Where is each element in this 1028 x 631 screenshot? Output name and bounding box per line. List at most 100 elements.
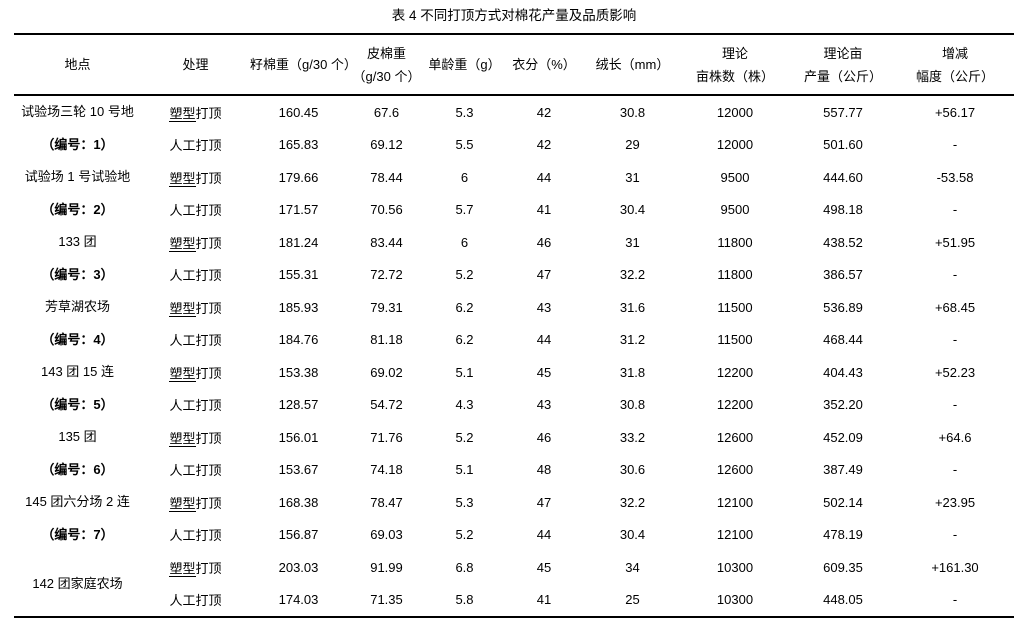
- treatment-underlined-part: 塑型: [169, 495, 196, 512]
- value-cell-single-boll-weight: 5.2: [455, 527, 474, 543]
- location-name: 芳草湖农场: [44, 299, 110, 315]
- value-cell-lint-weight: 69.03: [370, 527, 403, 543]
- value-cell-single-boll-weight: 5.5: [455, 137, 474, 153]
- value-cell-lint-percentage: 43: [536, 397, 552, 413]
- value-cell-lint-weight: 72.72: [370, 267, 403, 283]
- value-cell-theoretical-yield-per-mu: 404.43: [823, 364, 863, 380]
- value-cell-seed-cotton-weight: 184.76: [278, 332, 319, 348]
- table-row: 143 团 15 连 （编号：5） 塑型打顶 153.38 69.02 5.1 45 31.8…: [14, 356, 1014, 412]
- table-row: 人工打顶 174.03 71.35 5.8 41 25 10300 448.05 -: [14, 584, 1014, 618]
- value-cell-change-amount: +52.23: [934, 364, 976, 380]
- value-cell-lint-weight: 54.72: [370, 397, 403, 413]
- value-cell-single-boll-weight: 6: [460, 234, 469, 250]
- table-row: 人工打顶 128.57 54.72 4.3 43 30.8 12200 352.20 -: [14, 389, 1014, 422]
- value-cell-single-boll-weight: 5.2: [455, 429, 474, 445]
- treatment-cell: 人工打顶: [169, 528, 222, 544]
- column-header-line: 皮棉重: [366, 45, 406, 61]
- value-cell-seed-cotton-weight: 171.57: [278, 202, 319, 218]
- column-header-lint-percentage: 衣分（%）: [503, 34, 585, 96]
- location-lines: 芳草湖农场 （编号：4）: [14, 291, 141, 356]
- column-header-line: 衣分（%）: [512, 57, 576, 72]
- treatment-underlined-part: 塑型: [169, 365, 196, 382]
- value-cell-lint-percentage: 48: [536, 462, 552, 478]
- location-cell: 试验场 1 号试验地 （编号：2）: [14, 161, 141, 226]
- value-cell-fiber-length: 30.8: [619, 104, 646, 120]
- value-cell-seed-cotton-weight: 153.38: [278, 364, 319, 380]
- value-cell-fiber-length: 31: [625, 234, 640, 250]
- value-cell-change-amount: -: [952, 397, 958, 413]
- value-cell-lint-weight: 79.31: [370, 299, 403, 315]
- column-header-line: 绒长（mm）: [595, 57, 670, 72]
- location-code: （编号：7）: [41, 526, 114, 542]
- table-header-row: 地点 处理 籽棉重（g/30 个） 皮棉重 （g/30 个） 单龄重（g） 衣分（%） 绒长（…: [14, 34, 1014, 96]
- value-cell-seed-cotton-weight: 179.66: [278, 169, 319, 185]
- value-cell-change-amount: -: [952, 332, 958, 348]
- column-header-change-amount: 增减 幅度（公斤）: [896, 34, 1014, 96]
- column-header-line: 亩株数（株）: [695, 68, 774, 84]
- value-cell-fiber-length: 29: [625, 137, 640, 153]
- location-cell: 133 团 （编号：3）: [14, 226, 141, 291]
- treatment-underlined-part: 塑型: [169, 300, 196, 317]
- value-cell-change-amount: +51.95: [934, 234, 976, 250]
- location-name: 133 团: [58, 234, 97, 250]
- results-table: 地点 处理 籽棉重（g/30 个） 皮棉重 （g/30 个） 单龄重（g） 衣分（%） 绒长（…: [14, 33, 1014, 618]
- treatment-cell: 塑型打顶: [169, 170, 222, 187]
- table-row: 试验场三轮 10 号地 （编号：1） 塑型打顶 160.45 67.6 5.3 42 30.8…: [14, 95, 1014, 152]
- column-header-line: 籽棉重（g/30 个）: [250, 57, 357, 72]
- value-cell-change-amount: -: [952, 462, 958, 478]
- value-cell-change-amount: +23.95: [934, 494, 976, 510]
- value-cell-lint-percentage: 46: [536, 234, 552, 250]
- location-name: 143 团 15 连: [41, 364, 114, 380]
- value-cell-theoretical-plants-per-mu: 12200: [716, 364, 754, 380]
- treatment-cell: 人工打顶: [169, 268, 222, 284]
- value-cell-single-boll-weight: 5.1: [455, 364, 474, 380]
- treatment-cell: 人工打顶: [169, 463, 222, 479]
- treatment-underlined-part: 塑型: [169, 560, 196, 577]
- value-cell-theoretical-plants-per-mu: 10300: [716, 559, 754, 575]
- column-header-fiber-length: 绒长（mm）: [585, 34, 680, 96]
- value-cell-change-amount: -: [952, 202, 958, 218]
- value-cell-lint-percentage: 45: [536, 559, 552, 575]
- value-cell-single-boll-weight: 6.8: [455, 559, 474, 575]
- value-cell-theoretical-yield-per-mu: 502.14: [823, 494, 863, 510]
- treatment-cell: 塑型打顶: [169, 560, 222, 577]
- value-cell-single-boll-weight: 5.7: [455, 202, 474, 218]
- value-cell-single-boll-weight: 5.3: [455, 104, 474, 120]
- table-row: 人工打顶 153.67 74.18 5.1 48 30.6 12600 387.49 -: [14, 454, 1014, 487]
- treatment-cell: 塑型打顶: [169, 495, 222, 512]
- column-header-line: 幅度（公斤）: [915, 68, 994, 84]
- value-cell-change-amount: +56.17: [934, 104, 976, 120]
- value-cell-fiber-length: 31.6: [619, 299, 646, 315]
- value-cell-lint-percentage: 44: [536, 169, 552, 185]
- column-header-line: 处理: [182, 57, 209, 72]
- treatment-cell: 人工打顶: [169, 333, 222, 349]
- location-code: （编号：6）: [41, 461, 114, 477]
- value-cell-theoretical-yield-per-mu: 501.60: [823, 137, 863, 153]
- value-cell-lint-percentage: 41: [536, 202, 552, 218]
- value-cell-theoretical-yield-per-mu: 609.35: [823, 559, 863, 575]
- value-cell-theoretical-yield-per-mu: 557.77: [823, 104, 863, 120]
- value-cell-lint-percentage: 47: [536, 494, 552, 510]
- value-cell-change-amount: +161.30: [931, 559, 979, 575]
- location-name: 试验场三轮 10 号地: [21, 104, 134, 120]
- location-lines: 试验场 1 号试验地 （编号：2）: [14, 161, 141, 226]
- location-cell: 试验场三轮 10 号地 （编号：1）: [14, 95, 141, 161]
- value-cell-seed-cotton-weight: 168.38: [278, 494, 319, 510]
- value-cell-change-amount: +68.45: [934, 299, 976, 315]
- column-header-theoretical-yield-per-mu: 理论亩 产量（公斤）: [790, 34, 896, 96]
- value-cell-seed-cotton-weight: 185.93: [278, 299, 319, 315]
- treatment-underlined-part: 塑型: [169, 170, 196, 187]
- value-cell-lint-weight: 70.56: [370, 202, 403, 218]
- column-header-treatment: 处理: [141, 34, 250, 96]
- value-cell-lint-weight: 69.02: [370, 364, 403, 380]
- value-cell-theoretical-plants-per-mu: 12000: [716, 104, 754, 120]
- column-header-lint-weight: 皮棉重 （g/30 个）: [347, 34, 426, 96]
- value-cell-lint-weight: 81.18: [370, 332, 403, 348]
- value-cell-lint-weight: 83.44: [370, 234, 403, 250]
- value-cell-fiber-length: 30.4: [619, 202, 646, 218]
- value-cell-single-boll-weight: 4.3: [455, 397, 474, 413]
- location-name: 135 团: [58, 429, 97, 445]
- treatment-cell: 塑型打顶: [169, 430, 222, 447]
- value-cell-change-amount: +64.6: [938, 429, 972, 445]
- value-cell-theoretical-yield-per-mu: 452.09: [823, 429, 863, 445]
